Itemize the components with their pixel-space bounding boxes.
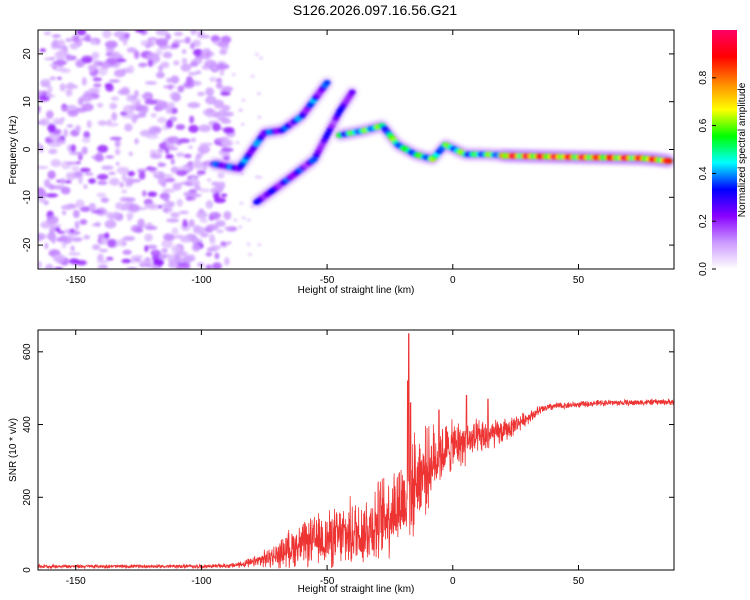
x-tick-label: 50 xyxy=(573,576,585,587)
spectrogram-heatmap xyxy=(38,30,674,269)
y-tick-label: 20 xyxy=(22,48,33,60)
snr-y-label: SNR (10 * v/v) xyxy=(8,418,19,482)
y-tick-label: 600 xyxy=(22,343,33,360)
colorbar: 0.0 0.2 0.4 0.6 0.8 Normalized spectral ampl… xyxy=(698,30,748,276)
x-tick-label: -150 xyxy=(66,275,86,286)
colorbar-tick-label: 0.8 xyxy=(698,70,709,84)
noise-blobs xyxy=(38,30,264,269)
x-tick-label: 0 xyxy=(450,275,456,286)
spectrogram-x-label: Height of straight line (km) xyxy=(298,285,415,296)
y-tick-label: 10 xyxy=(22,96,33,108)
snr-frame xyxy=(37,329,675,571)
ridge-core-ridge xyxy=(497,149,674,167)
colorbar-tick-label: 0.0 xyxy=(698,262,709,276)
x-tick-label: 50 xyxy=(573,275,585,286)
y-tick-label: 0 xyxy=(22,146,33,152)
x-tick-label: -50 xyxy=(320,275,335,286)
x-tick-label: -100 xyxy=(191,576,211,587)
ridge-upper-branch xyxy=(207,76,334,175)
snr-series-line xyxy=(38,333,674,570)
colorbar-label: Normalized spectral amplitude xyxy=(737,82,748,217)
y-tick-label: 0 xyxy=(22,567,33,573)
colorbar-tick-label: 0.4 xyxy=(698,166,709,180)
spectrogram-x-ticks: -150 -100 -50 0 50 xyxy=(66,30,585,286)
spectrogram-y-label: Frequency (Hz) xyxy=(8,116,19,185)
snr-x-ticks: -150 -100 -50 0 50 xyxy=(66,330,585,587)
y-tick-label: 400 xyxy=(22,416,33,433)
snr-panel: -150 -100 -50 0 50 0 200 400 600 Height of stra… xyxy=(8,329,675,595)
snr-x-label: Height of straight line (km) xyxy=(298,584,415,595)
x-tick-label: -100 xyxy=(191,275,211,286)
chart-title: S126.2026.097.16.56.G21 xyxy=(292,2,458,18)
x-tick-label: 0 xyxy=(450,576,456,587)
colorbar-tick-label: 0.6 xyxy=(698,118,709,132)
colorbar-scale xyxy=(712,30,737,269)
spectrogram-frame xyxy=(37,29,675,270)
colorbar-ticks: 0.0 0.2 0.4 0.6 0.8 xyxy=(698,70,716,276)
y-tick-label: -20 xyxy=(22,237,33,252)
spectrogram-y-ticks: -20 -10 0 10 20 xyxy=(22,48,674,252)
colorbar-tick-label: 0.2 xyxy=(698,214,709,228)
y-tick-label: -10 xyxy=(22,190,33,205)
snr-y-ticks: 0 200 400 600 xyxy=(22,343,674,573)
x-tick-label: -150 xyxy=(66,576,86,587)
ridge-lower-branch xyxy=(250,86,359,209)
y-tick-label: 200 xyxy=(22,488,33,505)
x-tick-label: -50 xyxy=(320,576,335,587)
